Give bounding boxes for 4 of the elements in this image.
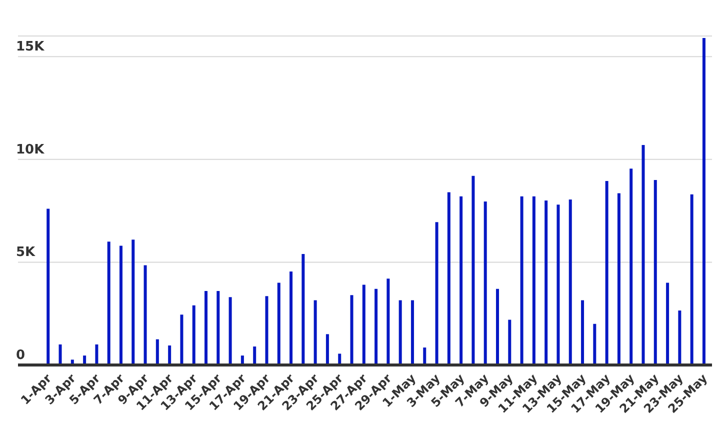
y-tick-label: 0	[16, 348, 26, 363]
y-tick-label: 5K	[16, 245, 36, 260]
y-tick-label: 10K	[16, 142, 46, 158]
y-tick-label: 15K	[16, 40, 46, 55]
